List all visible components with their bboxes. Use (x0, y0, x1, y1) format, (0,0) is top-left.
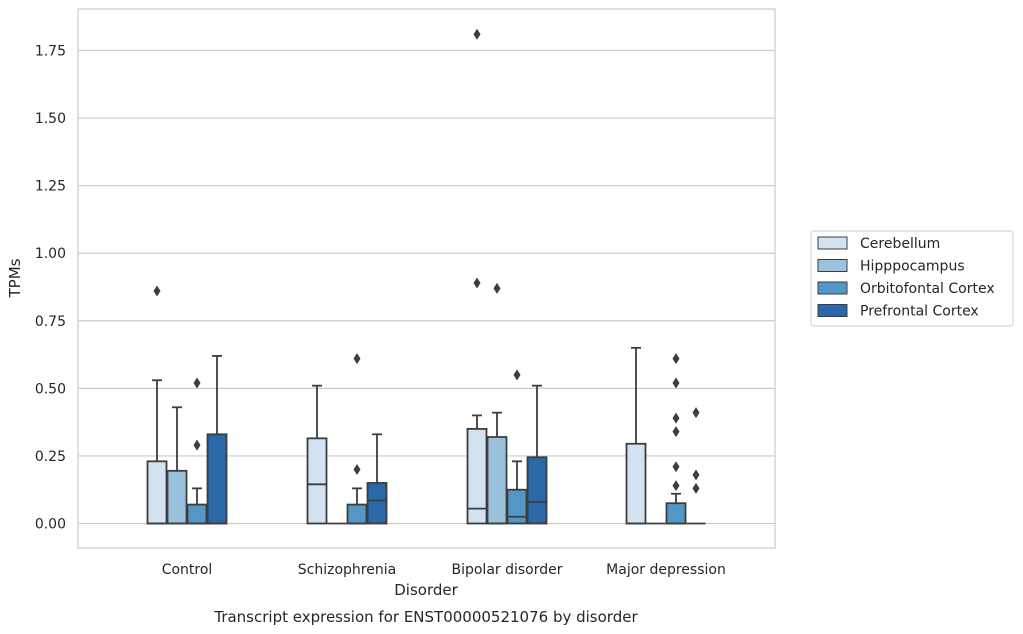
x-axis-ticks: Control Schizophrenia Bipolar disorder Majo… (162, 562, 726, 578)
box (486, 436, 508, 525)
outlier-point (473, 28, 481, 40)
box (366, 482, 388, 525)
box (625, 442, 647, 525)
box-group (665, 353, 687, 525)
x-tick-label: Control (162, 562, 213, 578)
box-series (146, 28, 706, 525)
x-tick-label: Major depression (606, 562, 726, 578)
outlier-point (672, 412, 680, 424)
chart-title: Transcript expression for ENST0000052107… (213, 608, 638, 626)
box (466, 427, 488, 525)
outlier-point (513, 369, 521, 381)
outlier-point (473, 277, 481, 289)
y-tick-label: 1.25 (35, 179, 66, 195)
outlier-point (672, 461, 680, 473)
y-tick-label: 0.50 (35, 381, 66, 397)
box-group (466, 28, 488, 525)
box-group (346, 353, 368, 525)
x-tick-label: Bipolar disorder (451, 562, 562, 578)
legend-label: Hipppocampus (860, 259, 965, 275)
box (526, 456, 548, 525)
y-tick-label: 1.50 (35, 111, 66, 127)
box (665, 502, 687, 525)
box (166, 469, 188, 525)
box-group (186, 377, 208, 525)
outlier-point (672, 353, 680, 365)
box-group (206, 355, 228, 525)
box (346, 503, 368, 525)
legend-swatch (817, 304, 848, 317)
outlier-point (692, 469, 700, 481)
plot-area-frame (77, 8, 776, 549)
y-tick-label: 1.75 (35, 44, 66, 60)
outlier-point (353, 353, 361, 365)
legend-swatch (817, 236, 848, 250)
y-tick-label: 0.25 (35, 449, 66, 465)
box-group (166, 406, 188, 525)
outlier-point (193, 377, 201, 389)
outlier-point (692, 482, 700, 494)
y-axis-ticks: 0.00 0.25 0.50 0.75 1.00 1.25 1.50 1.75 (35, 44, 66, 533)
box-group (686, 407, 706, 525)
box-group (366, 433, 388, 525)
outlier-point (672, 480, 680, 492)
outlier-point (353, 463, 361, 475)
x-axis-label: Disorder (394, 581, 458, 599)
box-group (625, 346, 647, 525)
box-group (506, 369, 528, 525)
box (146, 460, 168, 525)
legend-label: Prefrontal Cortex (860, 304, 979, 320)
box-group (486, 282, 508, 525)
legend-label: Cerebellum (860, 236, 940, 252)
outlier-point (672, 426, 680, 438)
y-tick-label: 0.75 (35, 314, 66, 330)
outlier-point (692, 407, 700, 419)
outlier-point (493, 282, 501, 294)
outlier-point (193, 439, 201, 451)
legend: Cerebellum Hipppocampus Orbitofontal Corte… (810, 230, 1014, 327)
x-tick-label: Schizophrenia (298, 562, 396, 578)
box-group (306, 384, 328, 525)
box (186, 503, 208, 525)
grid-lines (78, 49, 775, 525)
box (506, 488, 528, 525)
outlier-point (672, 377, 680, 389)
legend-label: Orbitofontal Cortex (860, 281, 995, 297)
box (206, 433, 228, 525)
box-group (526, 384, 548, 525)
outlier-point (153, 285, 161, 297)
box (306, 437, 328, 525)
y-tick-label: 1.00 (35, 246, 66, 262)
y-tick-label: 0.00 (35, 517, 66, 533)
legend-swatch (817, 259, 848, 272)
box-group (146, 285, 168, 525)
y-axis-label: TPMs (6, 258, 24, 298)
legend-swatch (817, 281, 848, 295)
legend-frame (810, 230, 1014, 327)
